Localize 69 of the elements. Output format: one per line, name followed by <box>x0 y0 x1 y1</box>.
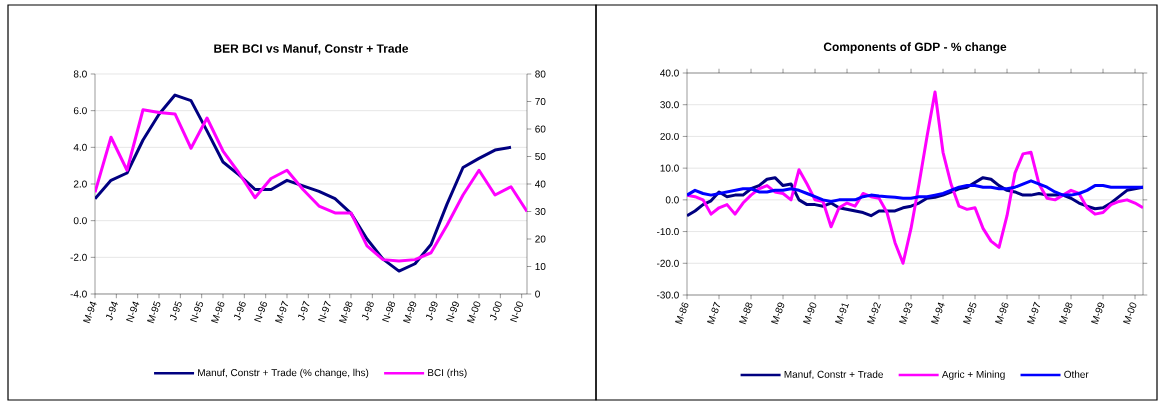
x-tick-label: M-86 <box>675 302 689 325</box>
x-tick-label: M-94 <box>83 301 97 324</box>
y-tick-label: 40.0 <box>660 69 679 77</box>
x-tick-label: M-92 <box>867 302 881 325</box>
y-tick-label: -10.0 <box>656 228 679 236</box>
x-tick-label: M-00 <box>467 301 481 324</box>
x-tick-label: M-87 <box>707 301 721 325</box>
x-tick-label: M-97 <box>275 300 289 324</box>
x-tick-label: N-94 <box>126 301 140 323</box>
x-tick-label: J-96 <box>233 301 246 321</box>
x-tick-label: N-95 <box>190 301 204 323</box>
x-tick-label: M-91 <box>835 303 849 325</box>
legend-label: Manuf, Constr + Trade (% change, lhs) <box>198 368 369 379</box>
x-tick-label: N-97 <box>318 300 331 323</box>
chart-title: Components of GDP - % change <box>823 42 1007 54</box>
line-series <box>687 90 1144 265</box>
y2-tick-label: 80 <box>535 70 546 78</box>
x-tick-label: M-95 <box>147 301 161 324</box>
y-tick-label: -30.0 <box>656 291 679 299</box>
x-tick-label: M-95 <box>963 302 977 325</box>
x-tick-label: N-98 <box>382 301 396 323</box>
x-tick-label: J-00 <box>489 301 502 321</box>
x-tick-label: M-96 <box>995 302 1009 325</box>
y2-tick-label: 60 <box>535 125 546 133</box>
x-tick-label: J-99 <box>425 301 438 321</box>
x-tick-label: M-98 <box>1059 302 1073 325</box>
x-tick-label: N-00 <box>510 301 523 323</box>
x-tick-label: M-98 <box>339 301 353 324</box>
y-tick-label: -20.0 <box>656 259 679 267</box>
legend-label: Other <box>1064 370 1089 378</box>
y-tick-label: 2.0 <box>73 180 87 188</box>
line-series <box>95 108 528 263</box>
x-tick-label: M-99 <box>1091 302 1105 325</box>
y-tick-label: 10.0 <box>660 164 679 172</box>
x-tick-label: M-96 <box>211 301 225 324</box>
x-tick-label: M-88 <box>739 302 753 325</box>
legend-label: Agric + Mining <box>941 370 1005 380</box>
legend-label: Manuf, Constr + Trade <box>784 370 883 380</box>
x-tick-label: M-93 <box>899 302 913 325</box>
x-tick-label: M-97 <box>1027 301 1041 325</box>
y2-tick-label: 50 <box>535 152 546 161</box>
y-tick-label: 0.0 <box>665 196 679 204</box>
x-tick-label: J-95 <box>169 301 182 321</box>
y2-tick-label: 30 <box>535 207 546 216</box>
chart-title: BER BCI vs Manuf, Constr + Trade <box>214 43 409 55</box>
y2-tick-label: 0 <box>535 290 540 298</box>
x-tick-label: J-94 <box>105 301 118 321</box>
y-tick-label: 8.0 <box>73 70 87 78</box>
y2-tick-label: 20 <box>535 235 546 243</box>
x-tick-label: M-00 <box>1123 302 1137 325</box>
x-tick-label: J-97 <box>297 300 310 321</box>
y-tick-label: -2.0 <box>70 253 87 261</box>
x-tick-label: M-90 <box>803 302 817 325</box>
x-tick-label: N-99 <box>446 301 459 323</box>
x-tick-label: M-89 <box>771 302 785 325</box>
y-tick-label: 6.0 <box>73 107 87 115</box>
x-tick-label: M-99 <box>403 301 417 324</box>
legend-label: BCI (rhs) <box>428 368 467 379</box>
y2-tick-label: 70 <box>535 97 546 106</box>
y-tick-label: 4.0 <box>73 143 87 151</box>
y2-tick-label: 10 <box>535 262 546 271</box>
x-tick-label: M-94 <box>931 302 945 325</box>
y-tick-label: 30.0 <box>660 101 679 109</box>
y2-tick-label: 40 <box>535 180 546 188</box>
y-tick-label: 20.0 <box>660 132 679 140</box>
x-tick-label: J-98 <box>361 301 374 321</box>
y-tick-label: 0.0 <box>73 217 87 225</box>
y-tick-label: -4.0 <box>70 290 87 298</box>
x-tick-label: N-96 <box>254 301 268 323</box>
